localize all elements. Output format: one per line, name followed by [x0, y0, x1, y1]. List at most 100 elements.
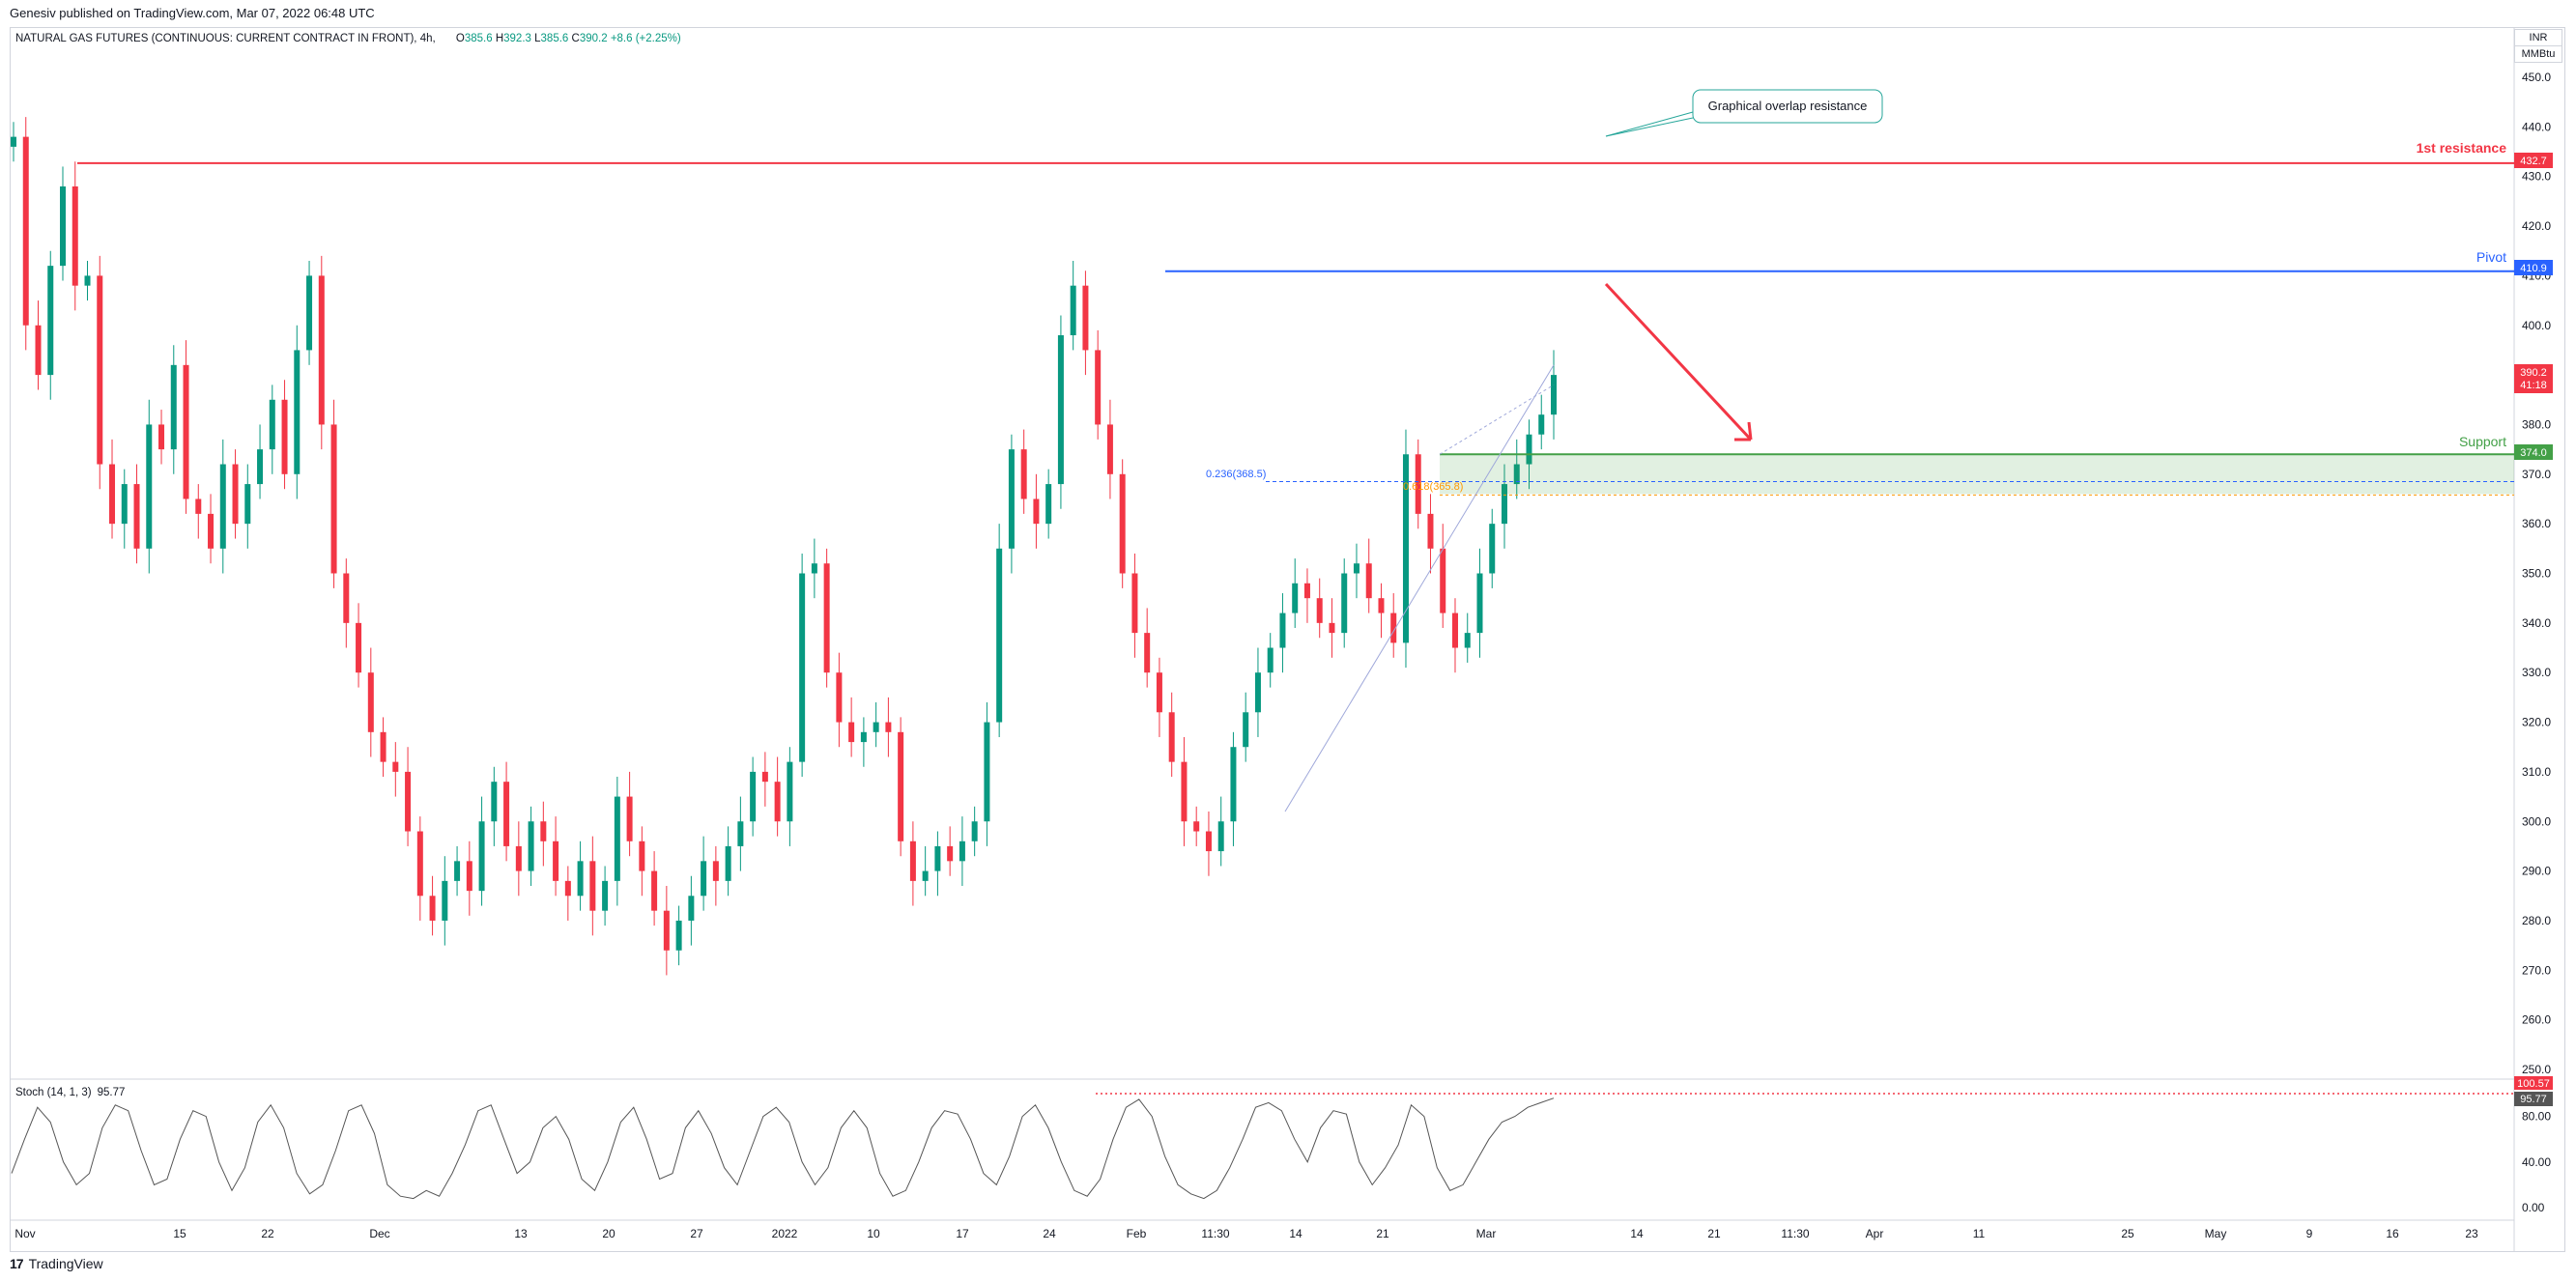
time-tick-label: 9	[2306, 1227, 2313, 1240]
candle-body	[564, 880, 571, 897]
candle-body	[1267, 647, 1274, 673]
candle-body	[1020, 449, 1027, 499]
candle-body	[1144, 633, 1151, 673]
candle-body	[1057, 335, 1064, 485]
time-tick-label: 16	[2386, 1227, 2399, 1240]
candle-body	[712, 861, 719, 881]
time-tick-label: 14	[1289, 1227, 1302, 1240]
candle-body	[170, 364, 177, 450]
candle-body	[133, 484, 140, 549]
svg-text:374.0: 374.0	[2520, 447, 2547, 459]
levels-group	[77, 161, 2514, 812]
trend-line	[1284, 364, 1555, 812]
candle-body	[1303, 583, 1310, 599]
candle-body	[675, 920, 682, 951]
candle-body	[429, 896, 436, 921]
candle-body	[1489, 524, 1496, 574]
time-tick-label: May	[2205, 1227, 2227, 1240]
candle-body	[97, 275, 103, 465]
time-tick-label: 10	[867, 1227, 880, 1240]
candle-body	[688, 896, 695, 921]
candle-body	[1526, 434, 1532, 465]
candle-body	[330, 424, 337, 574]
price-tick-label: 320.0	[2522, 716, 2551, 729]
candle-body	[503, 782, 510, 846]
candle-body	[787, 761, 793, 822]
candle-body	[1254, 672, 1261, 713]
candle-body	[121, 484, 128, 525]
candle-body	[1131, 573, 1138, 634]
candle-body	[219, 464, 226, 549]
candle-body	[589, 861, 596, 911]
time-tick-label: 13	[514, 1227, 528, 1240]
time-tick-label: 22	[261, 1227, 274, 1240]
candle-body	[1008, 449, 1015, 549]
candle-body	[873, 722, 879, 732]
stoch-legend[interactable]: Stoch (14, 1, 3) 95.77	[15, 1087, 125, 1098]
price-tick-label: 370.0	[2522, 468, 2551, 481]
candle-body	[367, 672, 374, 732]
support-zone	[1440, 454, 2514, 495]
time-tick-label: Dec	[369, 1227, 389, 1240]
time-tick-label: 17	[956, 1227, 969, 1240]
candle-body	[1033, 499, 1040, 525]
chart-frame[interactable]	[10, 27, 2565, 1252]
candle-body	[478, 821, 485, 892]
candle-body	[984, 722, 990, 822]
candle-body	[836, 672, 843, 723]
svg-text:432.7: 432.7	[2520, 156, 2547, 167]
callout-text: Graphical overlap resistance	[1708, 99, 1868, 113]
fib-connector-line	[1439, 384, 1555, 455]
stoch-tick-label: 40.00	[2522, 1155, 2551, 1169]
candle-body	[799, 573, 806, 762]
candle-body	[761, 771, 768, 783]
symbol-legend[interactable]: NATURAL GAS FUTURES (CONTINUOUS: CURRENT…	[15, 33, 681, 44]
stoch-upper-tag: 100.57	[2514, 1076, 2553, 1090]
down-arrow-drawing[interactable]	[1604, 282, 1753, 442]
callout-pointer-2	[1605, 117, 1694, 137]
candle-body	[1353, 563, 1360, 574]
candle-body	[528, 821, 534, 871]
time-tick-label: 24	[1043, 1227, 1056, 1240]
time-tick-label: 2022	[772, 1227, 798, 1240]
candle-body	[996, 548, 1003, 723]
price-axis[interactable]: 250.0 260.0 270.0 280.0 290.0 300.0 310.0 320.0…	[2522, 71, 2551, 1076]
candle-body	[22, 136, 29, 326]
time-tick-label: 11:30	[1781, 1227, 1809, 1240]
candle-body	[405, 771, 412, 832]
time-axis[interactable]: Nov 15 22 Dec 13 20 27 2022 10 17 24 Feb 11:30 14 21 Ma…	[14, 1227, 2478, 1240]
candle-body	[1464, 633, 1471, 648]
price-tick-label: 380.0	[2522, 417, 2551, 431]
candle-body	[454, 861, 461, 881]
candle-body	[1538, 414, 1545, 435]
price-tick-label: 420.0	[2522, 219, 2551, 233]
candle-body	[442, 880, 448, 921]
fib-236-label: 0.236(368.5)	[1206, 469, 1266, 480]
symbol-name: NATURAL GAS FUTURES (CONTINUOUS: CURRENT…	[15, 33, 436, 44]
candle-body	[651, 870, 658, 911]
candle-body	[1292, 583, 1299, 613]
candle-body	[1329, 622, 1335, 634]
time-tick-label: Feb	[1127, 1227, 1147, 1240]
tradingview-brand[interactable]: 17 TradingView	[10, 1256, 103, 1271]
candle-body	[1168, 712, 1175, 762]
stoch-tick-label: 0.00	[2522, 1201, 2545, 1214]
candle-body	[356, 622, 362, 673]
candle-body	[1230, 747, 1237, 822]
price-tick-label: 310.0	[2522, 765, 2551, 779]
currency-unit-box[interactable]: INR MMBtu	[2514, 29, 2562, 63]
candle-body	[466, 861, 472, 892]
svg-text:390.2: 390.2	[2520, 367, 2547, 379]
time-tick-label: 20	[602, 1227, 615, 1240]
price-tick-label: 270.0	[2522, 963, 2551, 977]
candle-body	[1427, 513, 1434, 549]
price-tick-label: 260.0	[2522, 1013, 2551, 1027]
callout-annotation[interactable]: Graphical overlap resistance	[1605, 89, 1883, 137]
candle-body	[1156, 672, 1162, 713]
callout-pointer	[1605, 111, 1694, 137]
price-tick-label: 450.0	[2522, 71, 2551, 84]
candle-body	[380, 731, 386, 762]
candle-body	[737, 821, 744, 846]
price-tick-label: 340.0	[2522, 616, 2551, 630]
